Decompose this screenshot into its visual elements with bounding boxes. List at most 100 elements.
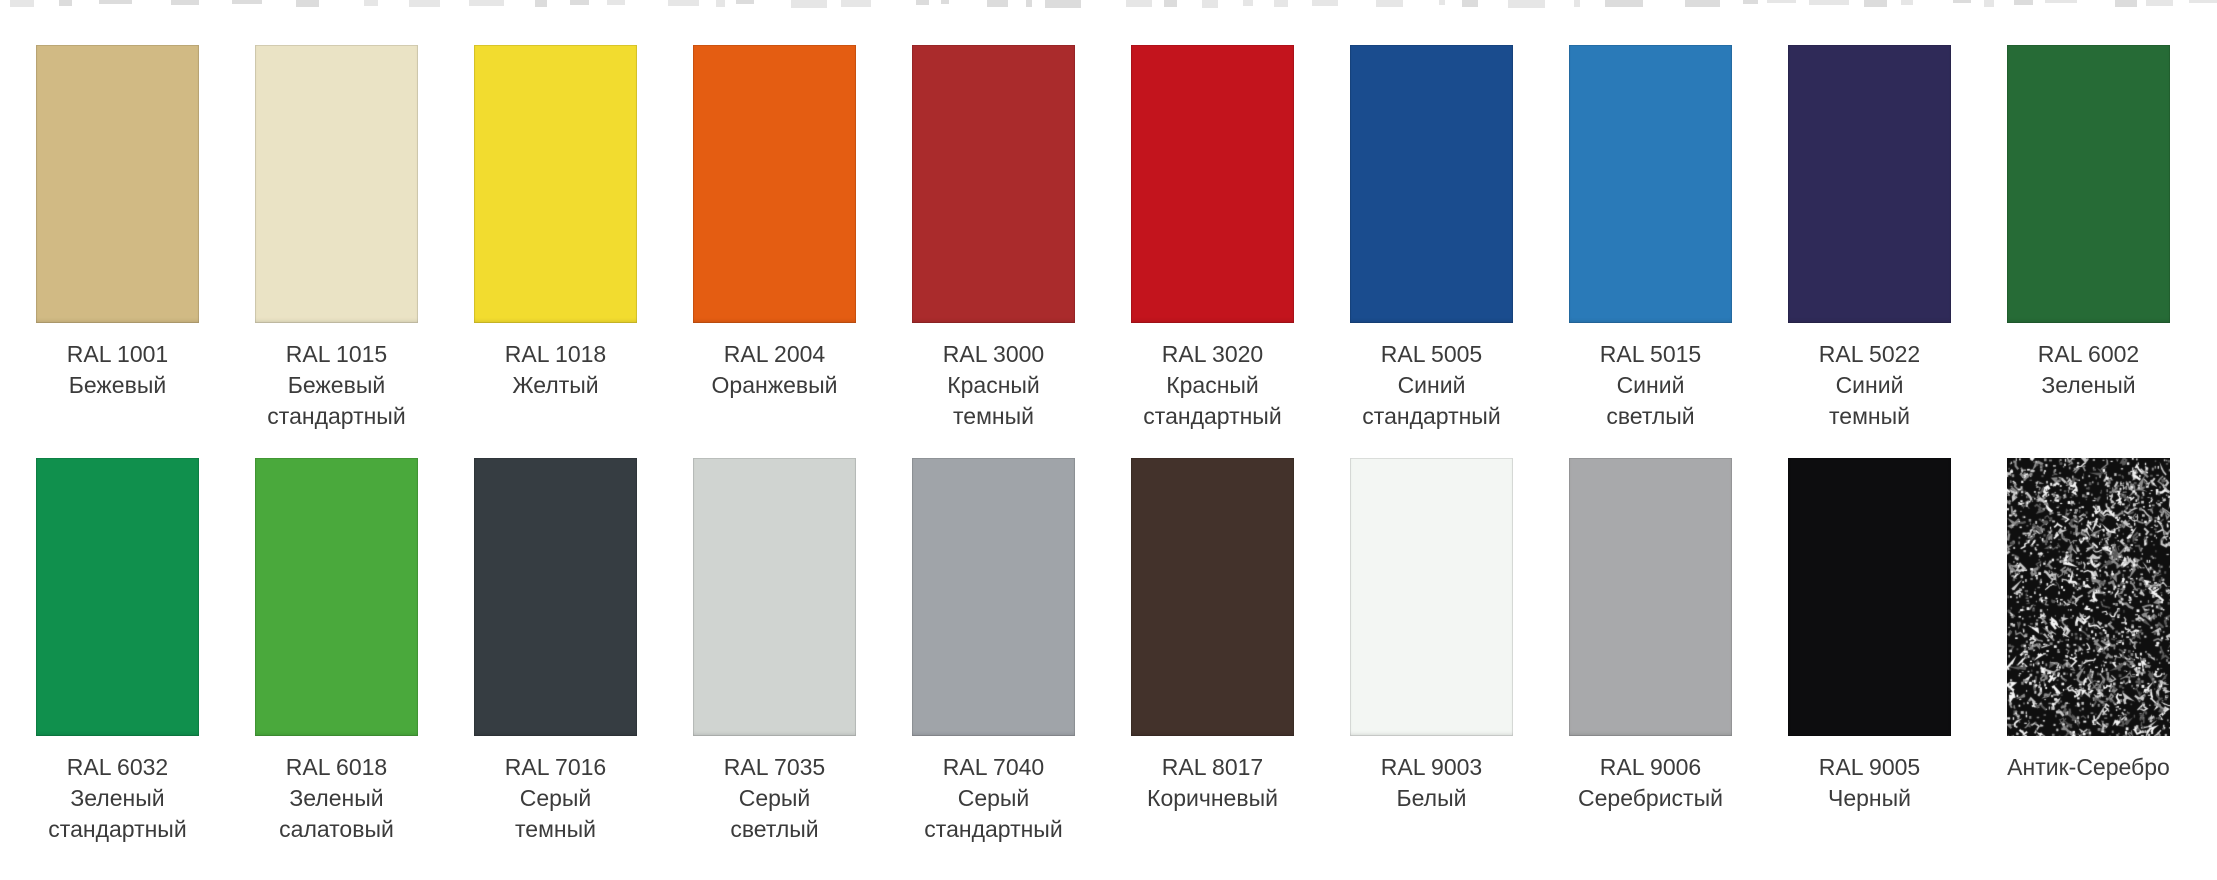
swatch-label: RAL 9003 Белый — [1322, 752, 1541, 814]
swatch-code: RAL 3020 — [1161, 341, 1264, 367]
cropped-text-fragment — [2045, 0, 2077, 4]
cropped-text-fragment — [2145, 0, 2173, 6]
cropped-text-fragment — [716, 0, 726, 7]
swatch-name-line: салатовый — [279, 816, 394, 842]
swatch-name-line: Белый — [1396, 785, 1467, 811]
texture-swatch-antique-silver — [2007, 458, 2170, 736]
color-card-ral-7035: RAL 7035 Серый светлый — [693, 458, 856, 845]
cropped-text-fragment — [1242, 0, 1253, 7]
color-card-ral-5022: RAL 5022 Синий темный — [1788, 45, 1951, 432]
cropped-text-fragment — [1273, 0, 1289, 7]
cropped-text-fragment — [736, 0, 755, 4]
color-card-ral-6002: RAL 6002 Зеленый — [2007, 45, 2170, 432]
swatch-label: RAL 8017 Коричневый — [1103, 752, 1322, 814]
swatch-code: RAL 9003 — [1380, 754, 1483, 780]
swatch-name-line: Черный — [1828, 785, 1911, 811]
cropped-text-fragment — [468, 0, 504, 6]
cropped-text-fragment — [1953, 0, 1971, 4]
cropped-text-fragment — [1025, 0, 1033, 8]
swatch-name-line: Оранжевый — [711, 372, 838, 398]
cropped-text-fragment — [1901, 0, 1914, 5]
swatch-name-line: светлый — [730, 816, 819, 842]
cropped-text-fragment — [363, 0, 378, 6]
swatch-code: RAL 9005 — [1818, 754, 1921, 780]
color-swatch — [693, 45, 856, 323]
color-swatch — [1131, 45, 1294, 323]
color-swatch — [474, 45, 637, 323]
color-swatch — [1569, 45, 1732, 323]
cropped-text-fragment — [940, 0, 950, 5]
swatch-name-line: светлый — [1606, 403, 1695, 429]
speckle-texture-canvas — [2007, 458, 2170, 736]
cropped-text-fragment — [171, 0, 199, 6]
cropped-text-fragment — [667, 0, 699, 7]
swatch-label: RAL 5015 Синий светлый — [1541, 339, 1760, 432]
color-swatch — [1350, 458, 1513, 736]
color-card-ral-2004: RAL 2004 Оранжевый — [693, 45, 856, 432]
swatch-code: RAL 7040 — [942, 754, 1045, 780]
swatch-name-line: Синий — [1397, 372, 1466, 398]
swatch-name-line: стандартный — [1362, 403, 1501, 429]
color-card-ral-7016: RAL 7016 Серый темный — [474, 458, 637, 845]
cropped-text-fragment — [1507, 0, 1545, 8]
swatch-label: RAL 5022 Синий темный — [1760, 339, 1979, 432]
cropped-text-fragment — [1376, 0, 1404, 7]
color-card-ral-1001: RAL 1001 Бежевый — [36, 45, 199, 432]
swatch-label: RAL 7040 Серый стандартный — [884, 752, 1103, 845]
swatch-name-line: стандартный — [1143, 403, 1282, 429]
cropped-text-fragment — [791, 0, 828, 8]
cropped-text-fragment — [986, 0, 1008, 7]
cropped-text-fragment — [10, 0, 35, 7]
swatch-name-line: Желтый — [512, 372, 599, 398]
cropped-text-fragment — [409, 0, 440, 7]
swatch-label: RAL 6018 Зеленый салатовый — [227, 752, 446, 845]
swatch-name-line: Бежевый — [68, 372, 167, 398]
color-card-ral-1015: RAL 1015 Бежевый стандартный — [255, 45, 418, 432]
swatch-name-line: Синий — [1616, 372, 1685, 398]
swatch-name-line: Синий — [1835, 372, 1904, 398]
cropped-text-fragment — [1684, 0, 1720, 8]
color-swatch — [1788, 458, 1951, 736]
cropped-text-fragment — [916, 0, 930, 5]
swatch-name-line: темный — [953, 403, 1034, 429]
cropped-text-fragment — [1809, 0, 1849, 5]
cropped-text-fragment — [841, 0, 871, 7]
color-swatch — [1569, 458, 1732, 736]
swatch-code: RAL 5005 — [1380, 341, 1483, 367]
cropped-text-fragment — [534, 0, 547, 8]
color-swatch — [255, 458, 418, 736]
cropped-text-fragment — [1439, 0, 1446, 5]
swatch-name-line: Красный — [947, 372, 1040, 398]
swatch-name-line: Серый — [519, 785, 592, 811]
swatch-code: RAL 6002 — [2037, 341, 2140, 367]
swatch-name-line: Коричневый — [1147, 785, 1278, 811]
cropped-text-fragment — [607, 0, 625, 6]
swatch-code: RAL 5022 — [1818, 341, 1921, 367]
swatch-code: Антик-Серебро — [2007, 754, 2170, 780]
color-swatch — [474, 458, 637, 736]
cropped-text-fragment — [1983, 0, 1994, 7]
color-swatch — [36, 45, 199, 323]
swatch-code: RAL 8017 — [1161, 754, 1264, 780]
swatch-label: RAL 7035 Серый светлый — [665, 752, 884, 845]
color-card-ral-1018: RAL 1018 Желтый — [474, 45, 637, 432]
color-card-антик-серебро: Антик-Серебро — [2007, 458, 2170, 845]
cropped-text-fragment — [1462, 0, 1478, 7]
swatch-code: RAL 1015 — [285, 341, 388, 367]
cropped-text-fragment — [1604, 0, 1644, 7]
swatch-label: RAL 1001 Бежевый — [8, 339, 227, 401]
color-swatch — [912, 45, 1075, 323]
swatch-label: RAL 7016 Серый темный — [446, 752, 665, 845]
color-card-ral-6018: RAL 6018 Зеленый салатовый — [255, 458, 418, 845]
color-swatch — [1788, 45, 1951, 323]
swatch-label: RAL 1018 Желтый — [446, 339, 665, 401]
cropped-text-fragment — [1126, 0, 1152, 8]
swatch-code: RAL 6018 — [285, 754, 388, 780]
cropped-text-fragment — [296, 0, 320, 8]
swatch-code: RAL 7035 — [723, 754, 826, 780]
swatch-label: RAL 6002 Зеленый — [1979, 339, 2198, 401]
cropped-text-fragment — [2014, 0, 2033, 6]
color-swatch — [693, 458, 856, 736]
color-swatch — [255, 45, 418, 323]
